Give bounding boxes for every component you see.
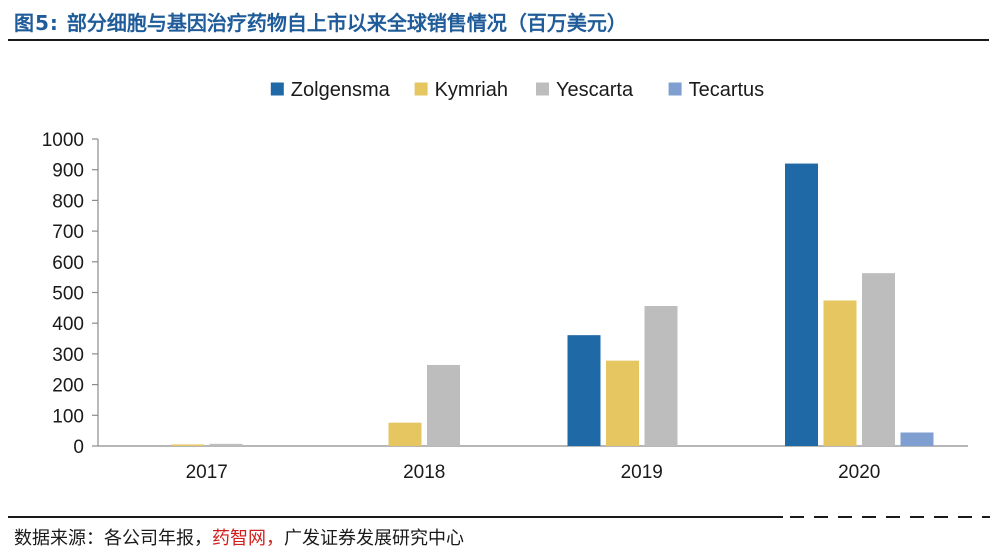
- y-axis: 0 100 200 300 400 500 600 700 800 900 1000: [42, 130, 99, 458]
- y-tick-label: 300: [52, 345, 84, 366]
- y-tick-label: 100: [52, 406, 84, 427]
- legend-swatch: [536, 82, 549, 96]
- footer-divider: [8, 516, 783, 518]
- x-tick-label: 2020: [838, 462, 880, 483]
- bar-zolgensma-2019: [567, 335, 601, 446]
- y-tick-label: 0: [73, 437, 84, 458]
- chart-title: 部分细胞与基因治疗药物自上市以来全球销售情况（百万美元）: [66, 10, 627, 35]
- legend-label: Kymriah: [435, 79, 508, 101]
- bar-yescarta-2020: [862, 273, 895, 446]
- bar-zolgensma-2020: [785, 163, 818, 446]
- legend-label: Yescarta: [556, 79, 634, 101]
- y-tick-label: 200: [52, 376, 84, 397]
- chart-legend: Zolgensma Kymriah Yescarta Tecartus: [270, 79, 765, 101]
- x-tick-label: 2017: [186, 462, 228, 483]
- bar-kymriah-2020: [823, 300, 857, 446]
- y-tick-label: 1000: [42, 130, 84, 151]
- legend-item-zolgensma: Zolgensma: [270, 79, 391, 101]
- footer-divider-dashed: [790, 516, 990, 518]
- y-tick-label: 500: [52, 284, 84, 305]
- y-tick-label: 800: [52, 191, 84, 212]
- source-suffix: 广发证券发展研究中心: [284, 528, 464, 549]
- source-prefix: 数据来源：各公司年报，: [14, 528, 212, 549]
- bar-kymriah-2018: [388, 422, 422, 446]
- legend-item-yescarta: Yescarta: [536, 79, 634, 101]
- bar-series: [171, 163, 934, 446]
- source-note: 数据来源：各公司年报，药智网，广发证券发展研究中心: [14, 524, 464, 550]
- x-tick-label: 2018: [403, 462, 445, 483]
- legend-label: Zolgensma: [291, 79, 391, 101]
- legend-swatch: [414, 82, 428, 96]
- y-tick-label: 900: [52, 161, 84, 182]
- bar-kymriah-2017: [171, 444, 204, 446]
- figure-title: 图5: 部分细胞与基因治疗药物自上市以来全球销售情况（百万美元）: [14, 5, 627, 37]
- legend-item-tecartus: Tecartus: [668, 79, 765, 101]
- x-axis: 2017 2018 2019 2020: [98, 445, 968, 483]
- y-tick-label: 400: [52, 314, 84, 335]
- title-divider: [8, 39, 989, 41]
- y-tick-label: 700: [52, 222, 84, 243]
- legend-swatch: [270, 82, 284, 96]
- bar-yescarta-2018: [427, 364, 460, 446]
- bar-tecartus-2020: [900, 432, 934, 446]
- legend-item-kymriah: Kymriah: [414, 79, 508, 101]
- bar-yescarta-2019: [644, 306, 678, 446]
- bar-yescarta-2017: [209, 443, 243, 446]
- source-highlight: 药智网，: [212, 528, 284, 549]
- bar-kymriah-2019: [606, 360, 639, 446]
- legend-swatch: [668, 82, 682, 96]
- figure-number: 图5:: [14, 10, 59, 35]
- legend-label: Tecartus: [689, 79, 765, 101]
- x-tick-label: 2019: [621, 462, 663, 483]
- y-tick-label: 600: [52, 253, 84, 274]
